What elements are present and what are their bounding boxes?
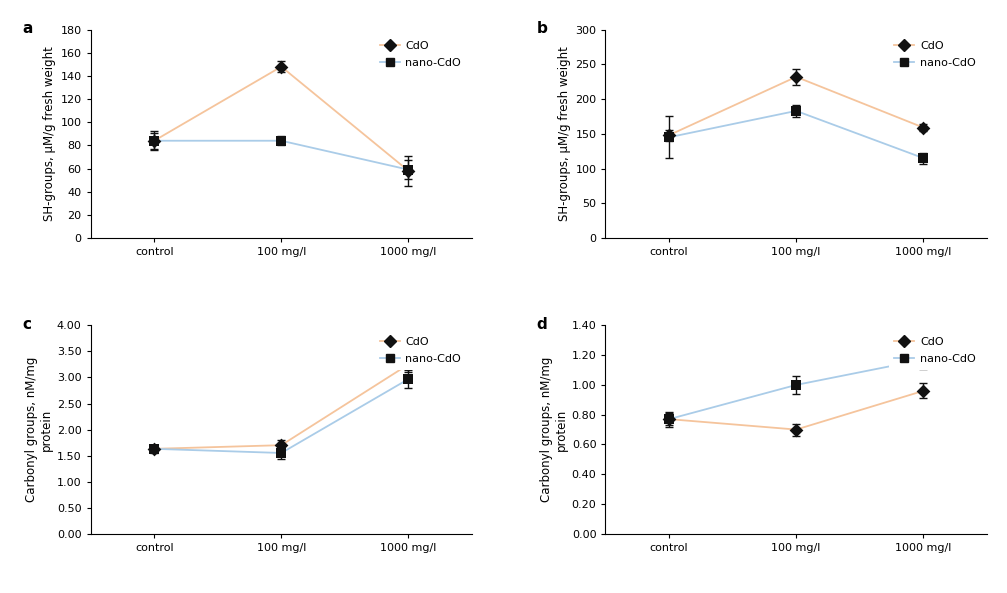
- Point: [146, 444, 162, 454]
- Point: [788, 72, 805, 82]
- Point: [273, 136, 289, 145]
- Point: [273, 62, 289, 71]
- Y-axis label: SH-groups, μM/g fresh weight: SH-groups, μM/g fresh weight: [558, 46, 571, 221]
- Text: b: b: [537, 21, 548, 36]
- Point: [146, 136, 162, 145]
- Point: [401, 166, 417, 176]
- Legend: CdO, nano-CdO: CdO, nano-CdO: [374, 331, 466, 369]
- Point: [788, 425, 805, 434]
- Point: [915, 355, 931, 364]
- Point: [915, 123, 931, 132]
- Point: [915, 154, 931, 163]
- Point: [661, 415, 677, 424]
- Text: a: a: [22, 21, 32, 36]
- Point: [788, 380, 805, 390]
- Point: [915, 386, 931, 396]
- Point: [661, 132, 677, 142]
- Point: [401, 165, 417, 174]
- Legend: CdO, nano-CdO: CdO, nano-CdO: [889, 331, 981, 369]
- Point: [146, 136, 162, 145]
- Y-axis label: Carbonyl groups, nM/mg
protein: Carbonyl groups, nM/mg protein: [540, 357, 568, 502]
- Point: [273, 441, 289, 450]
- Point: [146, 444, 162, 454]
- Y-axis label: SH-groups, μM/g fresh weight: SH-groups, μM/g fresh weight: [43, 46, 56, 221]
- Point: [401, 360, 417, 369]
- Point: [661, 130, 677, 140]
- Point: [401, 374, 417, 384]
- Y-axis label: Carbonyl groups, nM/mg
protein: Carbonyl groups, nM/mg protein: [25, 357, 52, 502]
- Legend: CdO, nano-CdO: CdO, nano-CdO: [889, 35, 981, 74]
- Point: [788, 106, 805, 116]
- Text: c: c: [22, 317, 31, 332]
- Text: d: d: [537, 317, 548, 332]
- Point: [661, 415, 677, 424]
- Legend: CdO, nano-CdO: CdO, nano-CdO: [374, 35, 466, 74]
- Point: [273, 448, 289, 458]
